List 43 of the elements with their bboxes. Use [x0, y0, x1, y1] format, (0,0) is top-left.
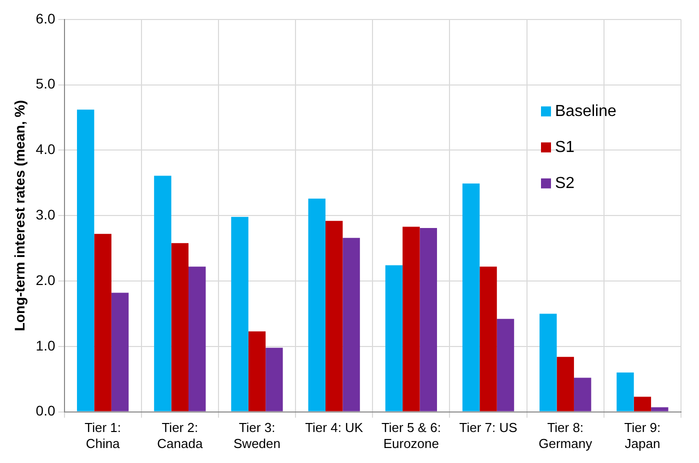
bar [171, 243, 189, 412]
x-tick-label: Tier 8: Germany [538, 420, 593, 451]
y-tick-label: 2.0 [36, 272, 56, 288]
bar [574, 378, 592, 412]
x-tick-label: Tier 3: Sweden [234, 420, 280, 451]
bar [385, 265, 403, 412]
x-tick-label: Tier 1: China [84, 420, 121, 451]
x-tick-label: Tier 9: Japan [624, 420, 661, 451]
bar [266, 348, 283, 412]
bar [231, 216, 248, 412]
bar [111, 292, 129, 412]
bar [325, 220, 343, 412]
y-tick-label: 6.0 [36, 10, 56, 26]
y-tick-label: 3.0 [36, 206, 56, 222]
y-tick-label: 4.0 [36, 141, 56, 158]
bar [402, 226, 420, 412]
bar [634, 396, 652, 412]
legend-label: S2 [555, 174, 575, 192]
bar [462, 184, 480, 412]
bar [420, 228, 438, 412]
x-tick-label: Tier 4: UK [305, 420, 364, 436]
y-tick-label: 1.0 [36, 337, 56, 354]
x-tick-label: Tier 7: US [459, 420, 518, 436]
bar [651, 407, 668, 412]
bar [496, 318, 514, 412]
bar [616, 372, 634, 412]
y-tick-label: 0.0 [36, 402, 56, 419]
y-tick-label: 5.0 [36, 76, 56, 92]
legend-label: S1 [555, 138, 575, 156]
x-tick-label: Tier 5 & 6: Eurozone [381, 420, 441, 451]
bar [154, 176, 172, 412]
legend-label: Baseline [555, 102, 616, 120]
bar [480, 266, 497, 412]
bar [248, 331, 266, 412]
bar [76, 110, 94, 412]
bar [188, 266, 206, 412]
y-axis-title: Long-term interest rates (mean, %) [11, 100, 28, 332]
bar [308, 198, 326, 412]
bar [94, 234, 112, 412]
bar [342, 238, 360, 412]
bar [556, 356, 574, 412]
bar [540, 314, 557, 412]
x-tick-label: Tier 2: Canada [157, 420, 204, 451]
